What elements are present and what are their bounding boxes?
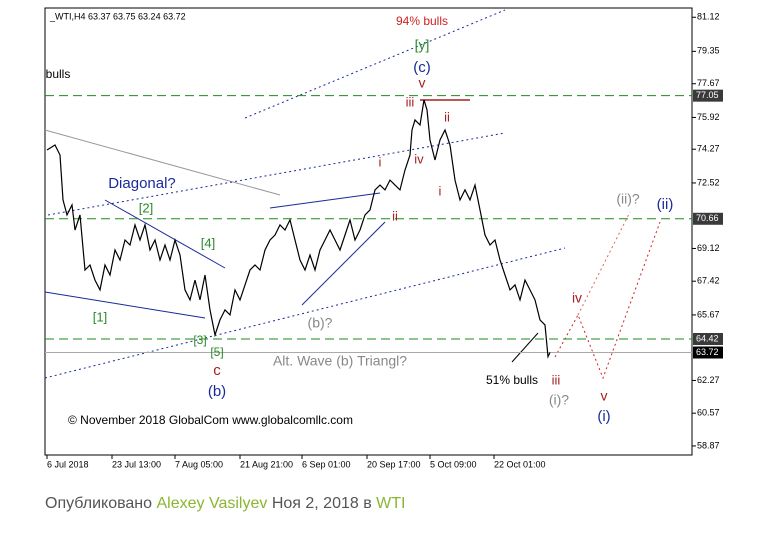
x-tick-label: 20 Sep 17:00 [367, 459, 421, 469]
symbol-link[interactable]: WTI [376, 495, 406, 512]
wave-label: i [379, 154, 382, 169]
projection [577, 211, 631, 316]
wave-label: iii [552, 372, 561, 387]
trend-line [44, 129, 281, 196]
wave-label: v [419, 75, 426, 91]
decorations [44, 9, 661, 380]
wave-label: [1] [93, 309, 107, 324]
y-tick-label: 62.27 [697, 375, 720, 385]
projection [554, 221, 661, 380]
wave-label: [3] [193, 333, 206, 347]
wave-label: c [213, 362, 221, 379]
x-tick-label: 22 Oct 01:00 [494, 459, 546, 469]
level-label: 64.42 [696, 333, 719, 343]
wave-label: [2] [139, 200, 153, 215]
wave-label: 94% bulls [396, 14, 448, 28]
wave-label: [5] [210, 345, 223, 359]
wave-label: iv [414, 151, 424, 166]
pointer-line [511, 332, 539, 363]
wave-label: 51% bulls [486, 373, 538, 387]
wave-label: Diagonal? [108, 175, 176, 192]
y-tick-label: 60.57 [697, 408, 720, 418]
plot-frame [44, 7, 693, 456]
credit: © November 2018 GlobalCom www.globalcoml… [68, 413, 353, 427]
wave-label: [4] [201, 235, 215, 250]
channel-line [44, 247, 566, 379]
chart-header: _WTI,H4 63.37 63.75 63.24 63.72 [49, 11, 186, 21]
y-tick-label: 79.35 [697, 46, 720, 56]
wave-label: (c) [413, 59, 431, 76]
wedge-line [269, 192, 381, 209]
wedge-line [44, 291, 206, 319]
wave-label: ii [444, 109, 450, 124]
wave-label: v [601, 388, 608, 404]
wave-label: iv [572, 290, 582, 306]
price-line [46, 99, 551, 359]
channel-line [47, 132, 506, 216]
y-tick-label: 65.67 [697, 309, 720, 319]
level-label-bg [693, 333, 723, 346]
wave-label: (b) [208, 383, 226, 400]
x-tick-label: 21 Aug 21:00 [240, 459, 293, 469]
wave-label: (ii) [657, 196, 674, 213]
footer: Опубликовано Alexey Vasilyev Ноя 2, 2018… [45, 495, 405, 513]
channel-line [244, 9, 506, 119]
level-label: 77.05 [696, 90, 719, 100]
wave-label: bulls [46, 67, 71, 81]
wave-label: iii [406, 94, 415, 109]
wave-label: i [439, 183, 442, 198]
wedge-line [104, 199, 226, 269]
footer-prefix: Опубликовано [45, 495, 153, 512]
level-label: 70.66 [696, 213, 719, 223]
y-tick-label: 58.87 [697, 440, 720, 450]
x-tick-label: 6 Jul 2018 [47, 459, 89, 469]
y-tick-label: 72.52 [697, 177, 720, 187]
footer-date: Ноя 2, 2018 в [271, 495, 372, 512]
last-price-label: 63.72 [696, 347, 719, 357]
wave-label: (b)? [308, 315, 333, 331]
y-tick-label: 74.27 [697, 144, 720, 154]
y-tick-label: 81.12 [697, 12, 720, 22]
wave-label: (i) [597, 408, 610, 425]
y-tick-label: 67.42 [697, 276, 720, 286]
y-tick-label: 69.12 [697, 243, 720, 253]
x-tick-label: 23 Jul 13:00 [112, 459, 161, 469]
x-tick-label: 6 Sep 01:00 [302, 459, 351, 469]
level-label-bg [693, 212, 723, 225]
wave-label: [y] [415, 37, 430, 53]
author-link[interactable]: Alexey Vasilyev [156, 495, 268, 512]
wave-label: Alt. Wave (b) Triangl? [273, 353, 407, 369]
wedge-line [301, 221, 386, 306]
x-tick-label: 5 Oct 09:00 [430, 459, 477, 469]
last-price-bg [693, 346, 723, 359]
wave-label: (i)? [549, 392, 569, 408]
wave-label: (ii)? [616, 191, 640, 207]
y-tick-label: 75.92 [697, 112, 720, 122]
y-tick-label: 77.67 [697, 78, 720, 88]
wave-label: ii [392, 208, 398, 223]
x-tick-label: 7 Aug 05:00 [175, 459, 223, 469]
chart: _WTI,H4 63.37 63.75 63.24 63.72 © Novemb… [44, 7, 723, 469]
level-label-bg [693, 89, 723, 102]
